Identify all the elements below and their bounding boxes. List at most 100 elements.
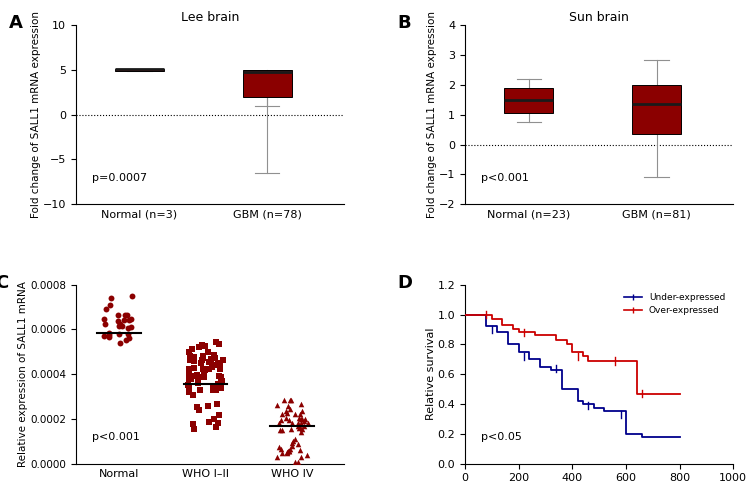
Point bbox=[296, 415, 308, 423]
Point bbox=[203, 358, 215, 366]
Point bbox=[187, 420, 200, 428]
Point bbox=[103, 329, 115, 337]
Point bbox=[112, 317, 124, 325]
Point bbox=[202, 402, 214, 410]
Point bbox=[282, 402, 294, 410]
Point bbox=[188, 364, 200, 372]
Point bbox=[274, 426, 286, 434]
Point bbox=[126, 292, 138, 300]
Point bbox=[184, 356, 196, 364]
Point bbox=[215, 365, 227, 373]
Bar bbox=[243, 71, 292, 97]
Point bbox=[206, 386, 218, 394]
Point bbox=[198, 371, 210, 379]
Point bbox=[287, 443, 299, 451]
Point bbox=[196, 356, 208, 364]
Point bbox=[215, 384, 227, 392]
Point bbox=[296, 407, 308, 415]
Point bbox=[192, 379, 204, 387]
Point bbox=[198, 365, 210, 373]
Point bbox=[187, 357, 200, 365]
Point bbox=[119, 316, 131, 324]
Point bbox=[197, 365, 209, 373]
Point bbox=[271, 401, 284, 409]
Y-axis label: Relative survival: Relative survival bbox=[426, 328, 436, 420]
Point bbox=[197, 354, 209, 362]
Point bbox=[294, 423, 306, 431]
Point bbox=[189, 372, 201, 380]
Text: D: D bbox=[398, 274, 413, 292]
Point bbox=[277, 426, 289, 434]
Point bbox=[183, 375, 195, 383]
Point bbox=[194, 386, 206, 394]
Point bbox=[285, 396, 297, 404]
Point bbox=[193, 406, 205, 414]
Point bbox=[293, 418, 305, 426]
Point bbox=[283, 447, 295, 455]
Y-axis label: Relative expression of SALL1 mRNA: Relative expression of SALL1 mRNA bbox=[18, 281, 29, 467]
Title: Sun brain: Sun brain bbox=[569, 11, 629, 24]
Point bbox=[203, 365, 215, 373]
Point bbox=[122, 330, 134, 338]
Point bbox=[98, 332, 110, 340]
Point bbox=[198, 372, 210, 381]
Point bbox=[116, 322, 128, 330]
Point bbox=[212, 340, 225, 348]
Point bbox=[192, 379, 204, 387]
Point bbox=[188, 424, 200, 432]
Text: p<0.001: p<0.001 bbox=[481, 173, 529, 183]
Y-axis label: Fold change of SALL1 mRNA expression: Fold change of SALL1 mRNA expression bbox=[31, 11, 41, 218]
Point bbox=[101, 305, 113, 313]
Point bbox=[199, 342, 211, 350]
Point bbox=[284, 396, 296, 404]
Point bbox=[197, 341, 209, 349]
Point bbox=[209, 423, 222, 431]
Point bbox=[209, 353, 221, 361]
Point bbox=[113, 322, 125, 330]
Point bbox=[273, 419, 285, 427]
Point bbox=[203, 348, 215, 356]
Point bbox=[211, 400, 223, 408]
Text: B: B bbox=[398, 15, 411, 32]
Point bbox=[206, 363, 218, 371]
Point bbox=[296, 453, 308, 461]
Bar bbox=[504, 88, 553, 113]
Point bbox=[278, 396, 290, 404]
Point bbox=[280, 449, 293, 457]
Point bbox=[296, 425, 308, 433]
Point bbox=[122, 316, 135, 324]
Bar bbox=[632, 85, 681, 134]
Point bbox=[212, 359, 225, 367]
Point bbox=[274, 416, 287, 424]
Point bbox=[209, 351, 221, 359]
Point bbox=[207, 415, 219, 423]
Point bbox=[215, 375, 228, 384]
Point bbox=[293, 414, 305, 422]
Point bbox=[98, 315, 110, 323]
Text: p=0.0007: p=0.0007 bbox=[91, 173, 147, 183]
Point bbox=[277, 410, 289, 418]
Point bbox=[280, 407, 292, 415]
Point bbox=[276, 449, 288, 457]
Point bbox=[209, 338, 222, 346]
Point bbox=[284, 405, 296, 413]
Point bbox=[195, 359, 207, 367]
Point bbox=[299, 416, 311, 424]
Point bbox=[191, 371, 203, 380]
Title: Lee brain: Lee brain bbox=[181, 11, 239, 24]
Point bbox=[296, 414, 308, 422]
Point bbox=[292, 458, 304, 466]
Point bbox=[187, 392, 200, 400]
Point bbox=[284, 445, 296, 453]
Point bbox=[187, 353, 200, 361]
Point bbox=[184, 375, 197, 383]
Point bbox=[207, 386, 219, 394]
Point bbox=[212, 380, 224, 388]
Point bbox=[216, 377, 228, 385]
Point bbox=[293, 424, 305, 432]
Point bbox=[302, 419, 314, 427]
Point bbox=[103, 333, 115, 341]
Point bbox=[182, 388, 194, 396]
Point bbox=[289, 458, 301, 466]
Point bbox=[296, 400, 308, 408]
